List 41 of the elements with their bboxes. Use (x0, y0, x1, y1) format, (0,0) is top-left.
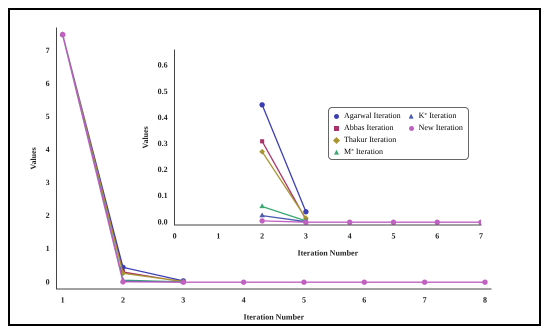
x-tick-label: 0 (172, 232, 177, 241)
x-tick-label: 7 (422, 296, 427, 305)
y-tick-label: 6 (46, 79, 50, 88)
y-tick-label: 5 (46, 112, 50, 122)
legend-label: M$^{*}$ Iteration (343, 147, 384, 156)
legend-label: Agarwal Iteration (343, 111, 401, 120)
x-tick-label: 4 (348, 232, 352, 241)
legend-label: K$^{*}$ Iteration (418, 111, 458, 120)
x-tick-label: 6 (362, 296, 366, 305)
legend-label: Thakur Iteration (343, 135, 398, 144)
x-tick-label: 1 (60, 296, 65, 305)
x-axis-title: Iteration Number (297, 248, 359, 258)
y-tick-label: 0.4 (158, 112, 168, 122)
x-tick-label: 3 (304, 232, 308, 241)
y-tick-label: 0.5 (158, 86, 168, 96)
y-tick-label: 0 (46, 277, 50, 286)
y-tick-label: 7 (46, 46, 50, 56)
x-tick-label: 6 (435, 232, 440, 241)
x-axis-title: Iteration Number (243, 312, 305, 322)
x-tick-label: 8 (482, 296, 487, 305)
y-tick-label: 0.6 (158, 60, 168, 70)
x-tick-label: 2 (260, 232, 264, 241)
x-tick-label: 4 (242, 296, 246, 305)
y-tick-label: 0.0 (158, 217, 168, 226)
y-tick-label: 0.3 (158, 138, 168, 148)
x-tick-label: 2 (120, 296, 125, 305)
legend-label: New Iteration (418, 123, 463, 132)
y-tick-label: 0.1 (158, 191, 168, 200)
x-tick-label: 5 (391, 232, 396, 241)
x-tick-label: 7 (479, 232, 483, 241)
y-tick-label: 2 (46, 211, 50, 220)
y-axis-title: Values (140, 126, 150, 149)
y-tick-label: 1 (46, 244, 50, 254)
y-axis-title: Values (28, 147, 38, 170)
x-tick-label: 1 (216, 232, 220, 241)
x-tick-label: 5 (302, 296, 306, 305)
legend-label: Abbas Iteration (343, 123, 395, 132)
x-tick-label: 3 (181, 296, 186, 305)
y-tick-label: 4 (46, 145, 50, 154)
y-tick-label: 0.2 (158, 165, 168, 174)
y-tick-label: 3 (46, 178, 50, 188)
